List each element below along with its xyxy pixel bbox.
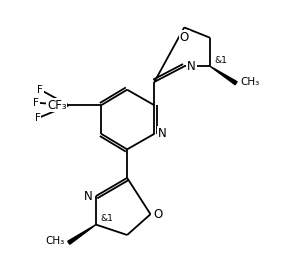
Text: &1: &1 [101, 214, 113, 223]
Polygon shape [210, 66, 237, 85]
Text: N: N [158, 127, 166, 140]
Text: F: F [35, 113, 41, 123]
Text: N: N [84, 189, 93, 202]
Text: O: O [180, 30, 189, 43]
Text: CH₃: CH₃ [46, 236, 65, 246]
Text: F: F [33, 98, 39, 108]
Text: F: F [37, 85, 43, 95]
Text: N: N [187, 60, 196, 73]
Text: &1: &1 [215, 56, 228, 65]
Text: CF₃: CF₃ [47, 99, 67, 112]
Text: O: O [154, 208, 163, 221]
Text: CH₃: CH₃ [240, 77, 259, 87]
Polygon shape [68, 225, 96, 244]
